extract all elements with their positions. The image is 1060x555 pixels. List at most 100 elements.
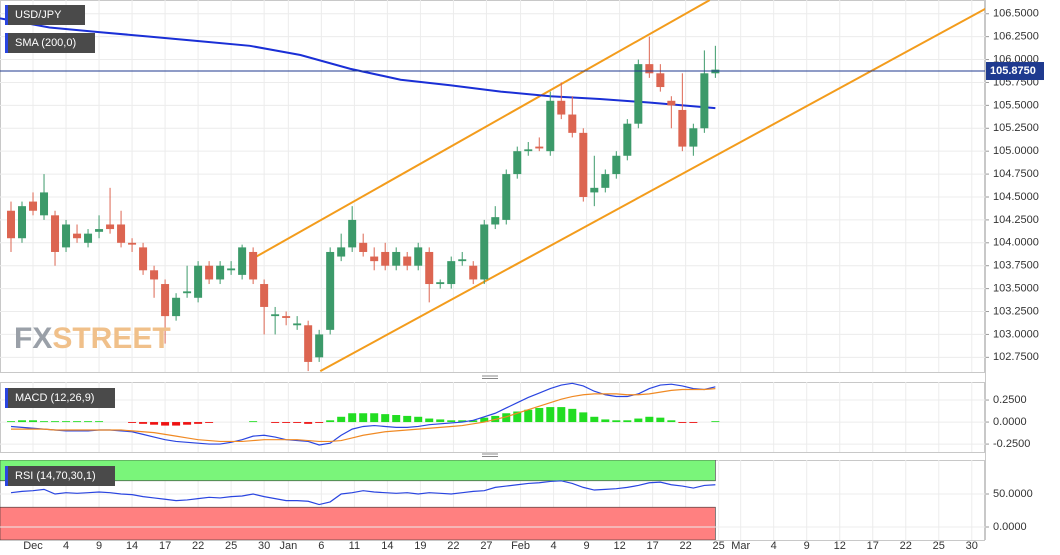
candle-body [205, 265, 214, 280]
plot-layer: Dec 4 9 14 17 22 25 30 Jan 6 11 14 19 22 27 Feb 4 9 12 17 22… [0, 0, 1044, 552]
candle-body [249, 251, 258, 280]
x-tick-label: Mar [731, 540, 750, 552]
legend-label: RSI (14,70,30,1) [15, 470, 96, 482]
x-tick-label: 17 [159, 540, 171, 552]
macd-histogram-bar [271, 422, 280, 423]
candle-body [667, 100, 676, 106]
candle-body [227, 268, 236, 271]
candle-body [568, 114, 577, 133]
candle-body [381, 251, 390, 266]
candle-body [403, 256, 412, 266]
oversold-band [0, 506, 716, 540]
candle-body [645, 64, 654, 74]
overbought-band [0, 460, 716, 482]
macd-histogram-bar [62, 421, 71, 423]
macd-histogram-bar [579, 412, 588, 423]
y-tick-label: 104.5000 [993, 191, 1039, 203]
candle-body [392, 251, 401, 266]
panel [0, 382, 985, 452]
candle-body [348, 219, 357, 248]
x-tick-label: 30 [966, 540, 978, 552]
x-tick-label: 22 [447, 540, 459, 552]
candle-body [469, 265, 478, 280]
legend-box [5, 33, 95, 53]
macd-histogram-bar [304, 422, 313, 424]
candle-body [491, 217, 500, 225]
macd-histogram-bar [73, 421, 82, 423]
macd-line [11, 388, 716, 443]
macd-histogram-bar [590, 416, 599, 423]
x-tick-label: 14 [381, 540, 393, 552]
x-tick-label: 17 [867, 540, 879, 552]
candle-body [458, 259, 467, 262]
macd-histogram-bar [194, 422, 203, 424]
x-tick-label: 19 [414, 540, 426, 552]
macd-histogram-bar [656, 417, 665, 423]
rsi-line [10, 480, 716, 506]
x-tick-label: 9 [804, 540, 810, 552]
x-tick-label: 22 [192, 540, 204, 552]
x-tick-label: 22 [900, 540, 912, 552]
x-tick-label: Dec [23, 540, 43, 552]
candle-body [601, 174, 610, 188]
y-tick-label: 103.5000 [993, 283, 1039, 295]
candle-body [161, 284, 170, 317]
candle-body [95, 229, 104, 232]
candle-body [128, 242, 137, 245]
x-tick-label: Jan [279, 540, 297, 552]
panel [0, 0, 985, 372]
x-tick-label: 30 [258, 540, 270, 552]
macd-histogram-bar [601, 419, 610, 423]
candle-body [18, 206, 27, 239]
y-tick-label: 105.5000 [993, 99, 1039, 111]
candle-body [480, 224, 489, 280]
divider [482, 375, 498, 457]
macd-histogram-bar [249, 421, 258, 423]
candle-body [359, 242, 368, 252]
macd-histogram-bar [469, 420, 478, 423]
macd-histogram-bar [381, 414, 390, 423]
candle-body [634, 64, 643, 124]
y-tick-label: 102.7500 [993, 351, 1039, 363]
macd-histogram-bar [403, 415, 412, 423]
macd-histogram-bar [348, 413, 357, 423]
y-tick-label: 104.0000 [993, 237, 1039, 249]
legend-label: USD/JPY [15, 9, 62, 21]
candle-body [315, 334, 324, 358]
candle-body [414, 247, 423, 266]
candle-body [29, 201, 38, 211]
candle-body [271, 314, 280, 317]
x-tick-label: 14 [126, 540, 138, 552]
macd-histogram-bar [359, 413, 368, 423]
macd-histogram-bar [480, 417, 489, 423]
panel-border [0, 382, 985, 453]
x-tick-label: 9 [96, 540, 102, 552]
y-tick-label: 103.7500 [993, 260, 1039, 272]
y-tick-label: 106.2500 [993, 31, 1039, 43]
macd-histogram-bar [128, 422, 137, 423]
candle-body [425, 251, 434, 285]
y-tick-label: 0.2500 [993, 394, 1027, 406]
macd-histogram-bar [447, 420, 456, 423]
macd-histogram-bar [18, 420, 27, 423]
candle-body [535, 146, 544, 149]
x-tick-label: 4 [63, 540, 69, 552]
macd-histogram-bar [370, 413, 379, 423]
x-tick-label: 11 [349, 540, 360, 552]
sma-line [0, 17, 716, 110]
candle-body [557, 100, 566, 115]
macd-histogram-bar [392, 415, 401, 423]
macd-histogram-bar [689, 422, 698, 423]
x-tick-label: 12 [834, 540, 846, 552]
x-tick-label: 12 [613, 540, 625, 552]
macd-histogram-bar [634, 418, 643, 423]
legend-accent [5, 33, 8, 53]
macd-histogram-bar [535, 407, 544, 423]
macd-histogram-bar [425, 418, 434, 423]
macd-histogram-bar [315, 422, 324, 423]
candle-body [656, 73, 665, 88]
candle-body [84, 233, 93, 243]
macd-histogram-bar [524, 409, 533, 423]
candle-body [447, 261, 456, 285]
